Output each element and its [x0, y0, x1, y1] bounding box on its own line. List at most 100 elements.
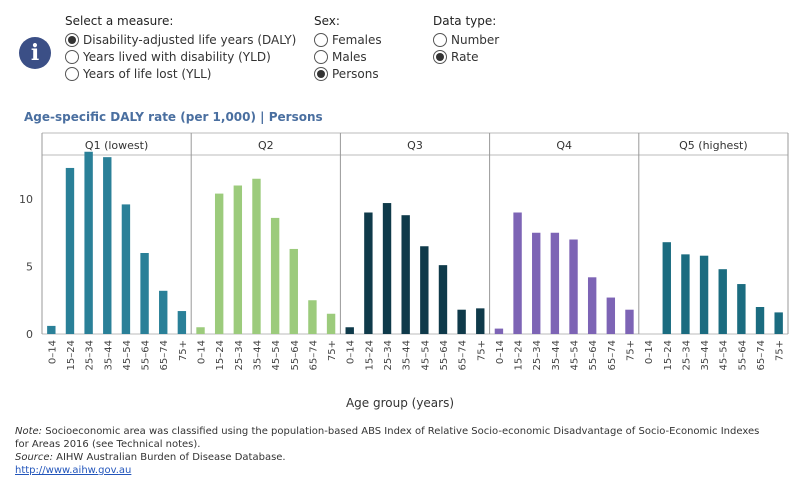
- x-tick-label: 15–24: [66, 340, 77, 370]
- data-type-option-rate[interactable]: Rate: [433, 48, 499, 65]
- note-line: Note: Socioeconomic area was classified …: [15, 425, 795, 438]
- bar: [587, 277, 597, 334]
- x-tick-label: 45–54: [122, 340, 133, 370]
- panel-label: Q2: [258, 139, 274, 152]
- x-tick-label: 55–64: [290, 340, 301, 370]
- x-tick-label: 25–34: [383, 340, 394, 370]
- bar: [718, 269, 727, 334]
- radio-females[interactable]: [314, 32, 328, 47]
- bar: [121, 204, 131, 334]
- x-tick-label: 45–54: [271, 340, 282, 370]
- sex-title: Sex:: [314, 14, 340, 28]
- bar: [84, 151, 93, 334]
- source-line: Source: AIHW Australian Burden of Diseas…: [15, 451, 795, 464]
- data-type-title: Data type:: [433, 14, 497, 28]
- note-line-2: for Areas 2016 (see Technical notes).: [15, 439, 201, 450]
- x-tick-label: 55–64: [141, 340, 152, 370]
- radio-yll[interactable]: [65, 66, 79, 81]
- bar: [252, 178, 261, 334]
- radio-males[interactable]: [314, 49, 328, 64]
- x-tick-label: 45–54: [719, 340, 730, 370]
- bar: [569, 239, 578, 334]
- bar: [103, 157, 112, 334]
- x-tick-label: 55–64: [588, 340, 599, 370]
- bar: [532, 232, 541, 334]
- bar: [214, 193, 224, 334]
- x-tick-label: 25–34: [234, 340, 245, 370]
- x-tick-label: 75+: [476, 340, 487, 361]
- radio-daly[interactable]: [65, 32, 79, 47]
- sex-option-label: Persons: [332, 66, 379, 81]
- y-tick-label: 5: [26, 261, 33, 274]
- sex-option-label: Males: [332, 49, 367, 64]
- bar: [196, 327, 205, 334]
- data-type-option-label: Rate: [451, 49, 479, 64]
- bar: [457, 309, 466, 334]
- bar: [699, 255, 709, 334]
- bar: [606, 297, 616, 334]
- sex-option-label: Females: [332, 32, 382, 47]
- x-tick-label: 65–74: [159, 340, 170, 370]
- x-tick-label: 15–24: [215, 340, 226, 370]
- x-tick-label: 0–14: [47, 340, 58, 364]
- x-tick-label: 15–24: [364, 340, 375, 370]
- measure-option-label: Years lived with disability (YLD): [83, 49, 271, 64]
- x-tick-label: 15–24: [663, 340, 674, 370]
- bar: [382, 203, 392, 334]
- bar: [625, 309, 634, 334]
- x-tick-label: 35–44: [252, 340, 263, 370]
- bar-chart: Q1 (lowest) 0–14 15–24 25–34 35–44 45–54 55–64…: [19, 132, 789, 410]
- source-text: AIHW Australian Burden of Disease Databa…: [52, 452, 286, 463]
- bar: [270, 217, 280, 334]
- measure-option-yll[interactable]: Years of life lost (YLL): [65, 65, 296, 82]
- x-tick-label: 45–54: [420, 340, 431, 370]
- bar: [476, 308, 485, 334]
- radio-number[interactable]: [433, 32, 447, 47]
- info-icon[interactable]: i: [19, 37, 51, 69]
- bar: [494, 328, 504, 334]
- measure-option-label: Years of life lost (YLL): [83, 66, 212, 81]
- x-tick-label: 55–64: [439, 340, 450, 370]
- radio-persons[interactable]: [314, 66, 328, 81]
- note-text: Socioeconomic area was classified using …: [42, 426, 760, 437]
- bar: [420, 246, 429, 334]
- x-tick-label: 0–14: [495, 340, 506, 364]
- data-type-selector: Data type: Number Rate: [433, 13, 499, 65]
- bar: [755, 307, 765, 334]
- bar: [177, 311, 187, 334]
- sex-selector: Sex: Females Males Persons: [314, 13, 382, 82]
- note-label: Note:: [15, 426, 43, 437]
- measure-option-yld[interactable]: Years lived with disability (YLD): [65, 48, 296, 65]
- x-tick-label: 75+: [625, 340, 636, 361]
- radio-rate[interactable]: [433, 49, 447, 64]
- radio-yld[interactable]: [65, 49, 79, 64]
- source-link[interactable]: http://www.aihw.gov.au: [15, 465, 132, 476]
- measure-option-daly[interactable]: Disability-adjusted life years (DALY): [65, 31, 296, 48]
- sex-option-females[interactable]: Females: [314, 31, 382, 48]
- bar: [159, 290, 168, 334]
- x-tick-label: 75+: [775, 340, 786, 361]
- bar: [140, 253, 149, 334]
- x-tick-label: 65–74: [308, 340, 319, 370]
- bar: [326, 313, 336, 334]
- panel-label: Q4: [556, 139, 572, 152]
- bar: [289, 248, 298, 334]
- x-tick-label: 35–44: [700, 340, 711, 370]
- bar: [401, 215, 410, 334]
- data-type-option-label: Number: [451, 32, 500, 47]
- x-tick-label: 35–44: [402, 340, 413, 370]
- measure-selector: Select a measure: Disability-adjusted li…: [65, 13, 296, 82]
- x-axis-label: Age group (years): [346, 396, 454, 410]
- bar: [737, 284, 746, 334]
- bar: [308, 300, 317, 334]
- sex-option-males[interactable]: Males: [314, 48, 382, 65]
- x-tick-label: 25–34: [532, 340, 543, 370]
- x-tick-label: 65–74: [607, 340, 618, 370]
- y-tick-label: 10: [19, 193, 33, 206]
- sex-option-persons[interactable]: Persons: [314, 65, 382, 82]
- x-tick-label: 45–54: [570, 340, 581, 370]
- bar: [438, 265, 448, 334]
- y-tick-label: 0: [26, 328, 33, 341]
- x-tick-label: 0–14: [644, 340, 655, 364]
- data-type-option-number[interactable]: Number: [433, 31, 499, 48]
